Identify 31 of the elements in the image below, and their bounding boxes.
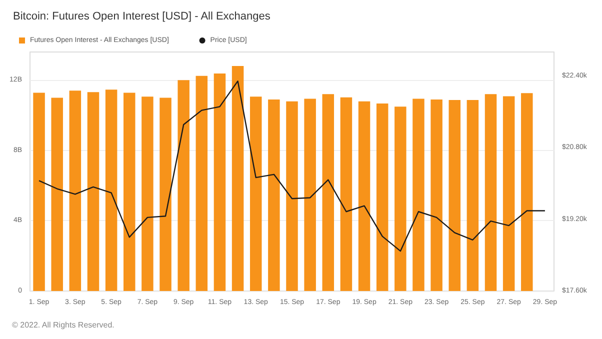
bar — [69, 90, 82, 291]
bar — [142, 96, 154, 291]
bar — [105, 90, 118, 291]
chart-title: Bitcoin: Futures Open Interest [USD] - All Exchanges — [13, 10, 271, 22]
bar — [322, 94, 334, 291]
bar — [376, 103, 388, 291]
bar — [124, 92, 136, 291]
bar — [250, 96, 262, 291]
bar — [196, 76, 208, 291]
bar — [51, 98, 63, 291]
bar — [521, 93, 533, 291]
bar — [430, 99, 442, 291]
line-series — [38, 80, 546, 252]
text: © 2022. All Rights Reserved. — [12, 320, 114, 330]
bar — [484, 94, 497, 291]
bar — [358, 101, 370, 291]
bar — [214, 73, 226, 291]
bar — [394, 106, 406, 291]
bar — [160, 98, 172, 291]
bar — [412, 98, 424, 291]
bar — [268, 99, 280, 291]
bar — [304, 98, 316, 291]
bar — [178, 80, 190, 291]
bar — [448, 100, 460, 291]
bar — [340, 97, 352, 291]
bar — [286, 101, 298, 291]
bar — [232, 66, 244, 291]
bar — [87, 92, 100, 291]
bar — [466, 100, 479, 291]
bar — [33, 92, 45, 291]
bar — [502, 96, 515, 291]
